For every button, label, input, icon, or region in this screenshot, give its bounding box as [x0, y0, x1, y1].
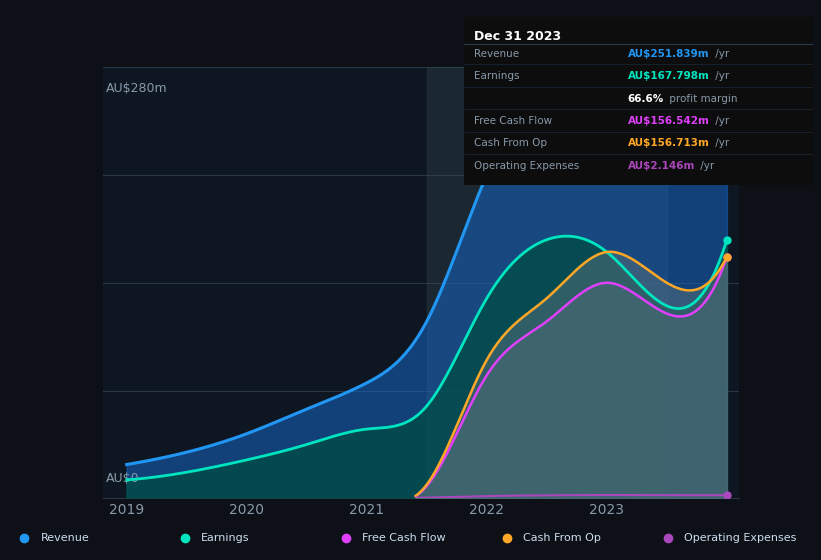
Text: AU$2.146m: AU$2.146m	[628, 161, 695, 171]
Text: Free Cash Flow: Free Cash Flow	[475, 116, 553, 126]
Text: profit margin: profit margin	[667, 94, 738, 104]
Text: AU$156.542m: AU$156.542m	[628, 116, 709, 126]
Text: Revenue: Revenue	[40, 533, 89, 543]
Text: Earnings: Earnings	[475, 71, 520, 81]
Text: AU$156.713m: AU$156.713m	[628, 138, 709, 148]
Text: AU$280m: AU$280m	[106, 82, 167, 95]
Text: Operating Expenses: Operating Expenses	[475, 161, 580, 171]
Text: Free Cash Flow: Free Cash Flow	[362, 533, 446, 543]
Text: /yr: /yr	[713, 49, 730, 59]
Text: Cash From Op: Cash From Op	[475, 138, 548, 148]
Text: AU$0: AU$0	[106, 473, 140, 486]
Text: AU$167.798m: AU$167.798m	[628, 71, 709, 81]
Text: Earnings: Earnings	[201, 533, 250, 543]
Text: /yr: /yr	[697, 161, 714, 171]
Text: 66.6%: 66.6%	[628, 94, 664, 104]
Bar	[427, 67, 667, 498]
Text: /yr: /yr	[713, 116, 730, 126]
Text: Dec 31 2023: Dec 31 2023	[475, 30, 562, 43]
Text: Revenue: Revenue	[475, 49, 520, 59]
Text: /yr: /yr	[713, 138, 730, 148]
Text: /yr: /yr	[713, 71, 730, 81]
Text: Cash From Op: Cash From Op	[523, 533, 601, 543]
Text: Operating Expenses: Operating Expenses	[684, 533, 796, 543]
Text: AU$251.839m: AU$251.839m	[628, 49, 709, 59]
